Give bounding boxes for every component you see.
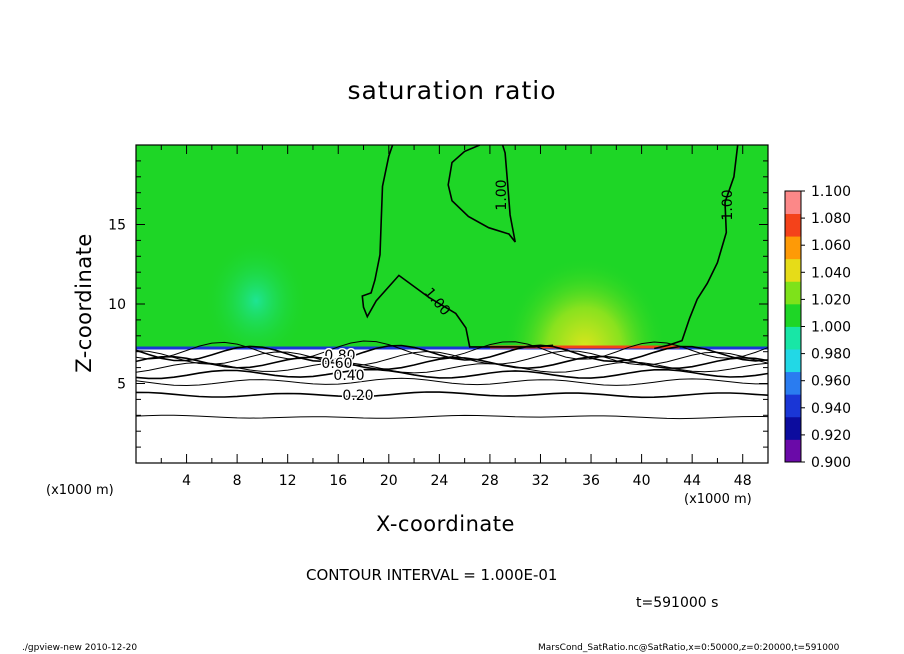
contour-line-0.4 <box>136 368 768 380</box>
contour-line-1.00-1 <box>361 145 554 348</box>
contour-line-0.9 <box>136 340 768 360</box>
contour-lines <box>136 145 768 420</box>
contour-line-0.3 <box>136 377 768 387</box>
field-peak-band <box>489 345 680 349</box>
colorbar-tick-label: 1.100 <box>811 184 851 200</box>
colorbar-swatch <box>785 258 801 282</box>
y-tick-label: 10 <box>108 297 126 313</box>
x-axis-label: X-coordinate <box>376 512 515 536</box>
field-low-ratio-area <box>204 238 309 363</box>
y-axis-label: Z-coordinate <box>72 233 96 373</box>
x-tick-label: 36 <box>582 473 600 489</box>
x-tick-label: 20 <box>380 473 398 489</box>
colorbar-swatch <box>785 213 801 237</box>
colorbar-swatch <box>785 191 801 214</box>
contour-line-0.2 <box>136 391 768 399</box>
contour-label-7: 0.20 <box>342 388 373 404</box>
contour-line-1.00-2 <box>447 145 516 243</box>
colorbar-tick-label: 1.020 <box>811 292 851 308</box>
plot-field <box>136 145 768 463</box>
contour-line-0.8 <box>136 344 768 363</box>
colorbar-swatch <box>785 281 801 305</box>
colorbar-tick-label: 1.060 <box>811 238 851 254</box>
contour-line-1.00-3 <box>654 145 739 350</box>
colorbar-tick-label: 0.920 <box>811 428 851 444</box>
colorbar-swatch <box>785 371 801 395</box>
x-unit-label-left: (x1000 m) <box>46 483 114 498</box>
colorbar-swatch <box>785 349 801 373</box>
colorbar-swatch <box>785 394 801 418</box>
field-boundary-band <box>136 346 768 350</box>
colorbar-tick-label: 0.980 <box>811 347 851 363</box>
x-tick-label: 24 <box>430 473 448 489</box>
y-axis: 5 10 15 <box>108 160 768 448</box>
footer-right: MarsCond_SatRatio.nc@SatRatio,x=0:50000,… <box>538 643 840 653</box>
colorbar-tick-label: 1.000 <box>811 320 851 336</box>
y-tick-label: 15 <box>108 218 126 234</box>
contour-line-0.7 <box>136 350 768 367</box>
x-tick-label: 40 <box>633 473 651 489</box>
x-tick-label: 16 <box>329 473 347 489</box>
field-subsaturated-region <box>136 348 768 463</box>
contour-line-0.5 <box>136 361 768 374</box>
x-tick-label: 4 <box>182 473 191 489</box>
x-tick-label: 32 <box>532 473 550 489</box>
footer-left: ./gpview-new 2010-12-20 <box>22 643 138 653</box>
contour-label-6: 0.40 <box>333 368 364 384</box>
colorbar-tick-label: 1.080 <box>811 211 851 227</box>
contour-label-4: 0.80 <box>324 348 355 364</box>
colorbar-swatch <box>785 416 801 440</box>
colorbar-tick-label: 1.040 <box>811 265 851 281</box>
colorbar: 0.900 0.920 0.940 0.960 0.980 1.000 1.020 1.040… <box>784 184 851 471</box>
contour-label-5: 0.60 <box>321 356 352 372</box>
colorbar-swatch <box>785 236 801 260</box>
colorbar-tick-label: 0.940 <box>811 401 851 417</box>
x-tick-label: 48 <box>734 473 752 489</box>
y-tick-label: 5 <box>117 377 126 393</box>
contour-interval-text: CONTOUR INTERVAL = 1.000E-01 <box>306 566 558 584</box>
colorbar-tick-label: 0.960 <box>811 374 851 390</box>
x-tick-label: 8 <box>233 473 242 489</box>
colorbar-tick-label: 0.900 <box>811 455 851 471</box>
chart-title: saturation ratio <box>347 76 557 105</box>
x-axis: 4 8 12 16 20 24 28 32 36 40 44 48 <box>160 145 769 489</box>
time-label: t=591000 s <box>636 595 719 611</box>
x-tick-label: 44 <box>683 473 701 489</box>
x-unit-label-right: (x1000 m) <box>684 492 752 507</box>
colorbar-swatch <box>785 326 801 350</box>
x-tick-label: 12 <box>279 473 297 489</box>
colorbar-swatch <box>785 303 801 327</box>
colorbar-swatch <box>785 439 801 463</box>
contour-line-0.1 <box>136 414 768 420</box>
contour-label-2: 1.00 <box>720 189 736 220</box>
x-tick-label: 28 <box>481 473 499 489</box>
contour-label-1: 1.00 <box>494 179 510 210</box>
